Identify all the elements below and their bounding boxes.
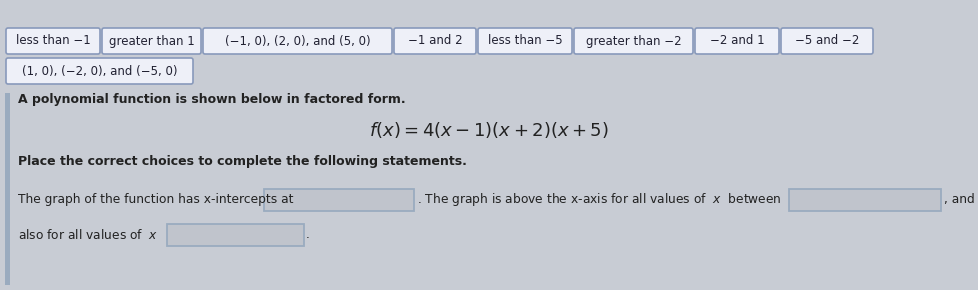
FancyBboxPatch shape — [5, 93, 10, 285]
FancyBboxPatch shape — [788, 189, 940, 211]
Text: less than −5: less than −5 — [487, 35, 561, 48]
FancyBboxPatch shape — [167, 224, 304, 246]
FancyBboxPatch shape — [780, 28, 872, 54]
FancyBboxPatch shape — [477, 28, 571, 54]
Text: greater than 1: greater than 1 — [109, 35, 195, 48]
Text: The graph of the function has x-intercepts at: The graph of the function has x-intercep… — [18, 193, 293, 206]
Text: .: . — [306, 229, 310, 242]
FancyBboxPatch shape — [6, 28, 100, 54]
FancyBboxPatch shape — [573, 28, 692, 54]
FancyBboxPatch shape — [393, 28, 475, 54]
FancyBboxPatch shape — [694, 28, 778, 54]
FancyBboxPatch shape — [264, 189, 414, 211]
Text: Place the correct choices to complete the following statements.: Place the correct choices to complete th… — [18, 155, 467, 168]
Text: less than −1: less than −1 — [16, 35, 90, 48]
Text: , and: , and — [943, 193, 974, 206]
Text: A polynomial function is shown below in factored form.: A polynomial function is shown below in … — [18, 93, 405, 106]
Text: −1 and 2: −1 and 2 — [407, 35, 462, 48]
Text: −5 and −2: −5 and −2 — [794, 35, 859, 48]
Text: also for all values of  $x$: also for all values of $x$ — [18, 228, 158, 242]
Text: greater than −2: greater than −2 — [585, 35, 681, 48]
Text: (1, 0), (−2, 0), and (−5, 0): (1, 0), (−2, 0), and (−5, 0) — [22, 64, 177, 77]
FancyBboxPatch shape — [202, 28, 391, 54]
Text: −2 and 1: −2 and 1 — [709, 35, 764, 48]
Text: (−1, 0), (2, 0), and (5, 0): (−1, 0), (2, 0), and (5, 0) — [225, 35, 370, 48]
Text: . The graph is above the x-axis for all values of  $x$  between: . The graph is above the x-axis for all … — [417, 191, 780, 209]
FancyBboxPatch shape — [6, 58, 193, 84]
Text: $f(x) = 4(x-1)(x+2)(x+5)$: $f(x) = 4(x-1)(x+2)(x+5)$ — [369, 120, 608, 140]
FancyBboxPatch shape — [102, 28, 200, 54]
